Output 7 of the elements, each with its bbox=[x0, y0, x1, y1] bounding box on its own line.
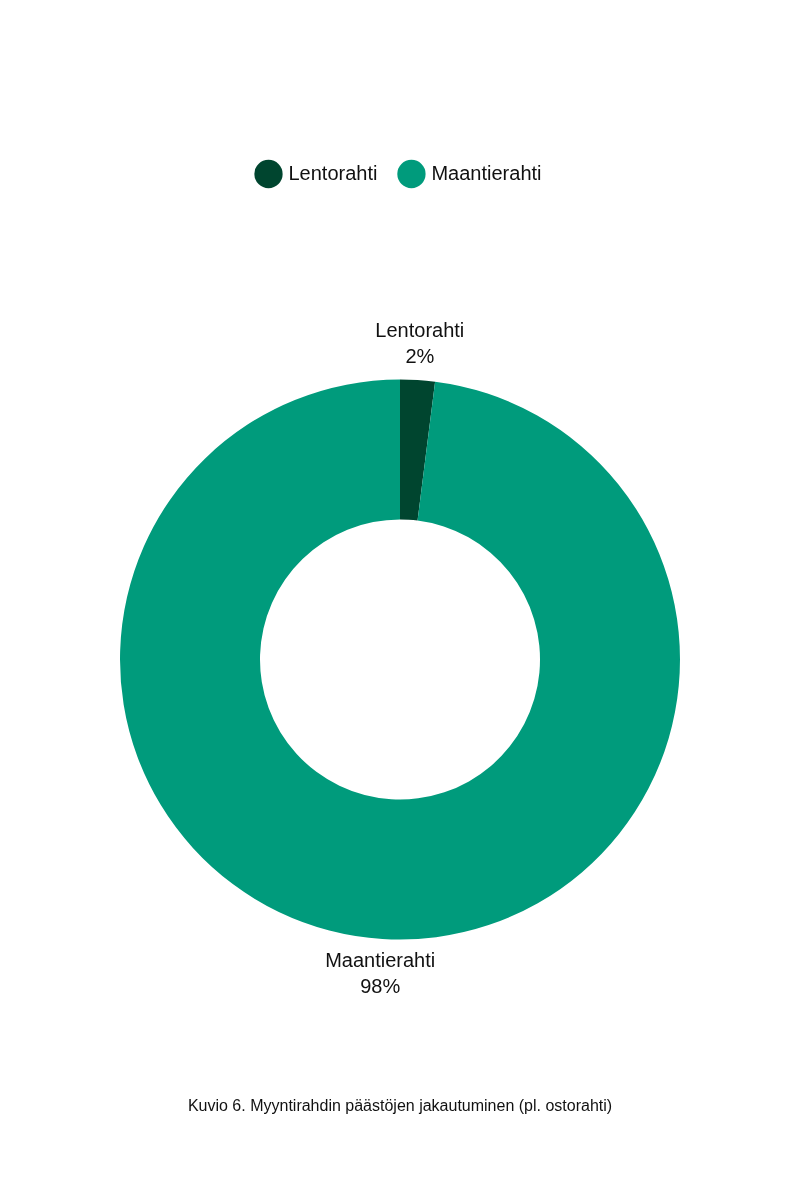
data-label: 98% bbox=[360, 975, 401, 998]
legend-label: Lentorahti bbox=[288, 161, 378, 184]
text: Kuvio 6. Myyntirahdin päästöjen jakautuminen (pl. ostorahti) bbox=[187, 1097, 613, 1115]
slice-label: Lentorahti bbox=[375, 318, 465, 341]
legend-label: Maantierahti bbox=[431, 161, 542, 184]
slice-label: Maantierahti bbox=[325, 949, 436, 972]
data-label: 2% bbox=[405, 344, 435, 367]
